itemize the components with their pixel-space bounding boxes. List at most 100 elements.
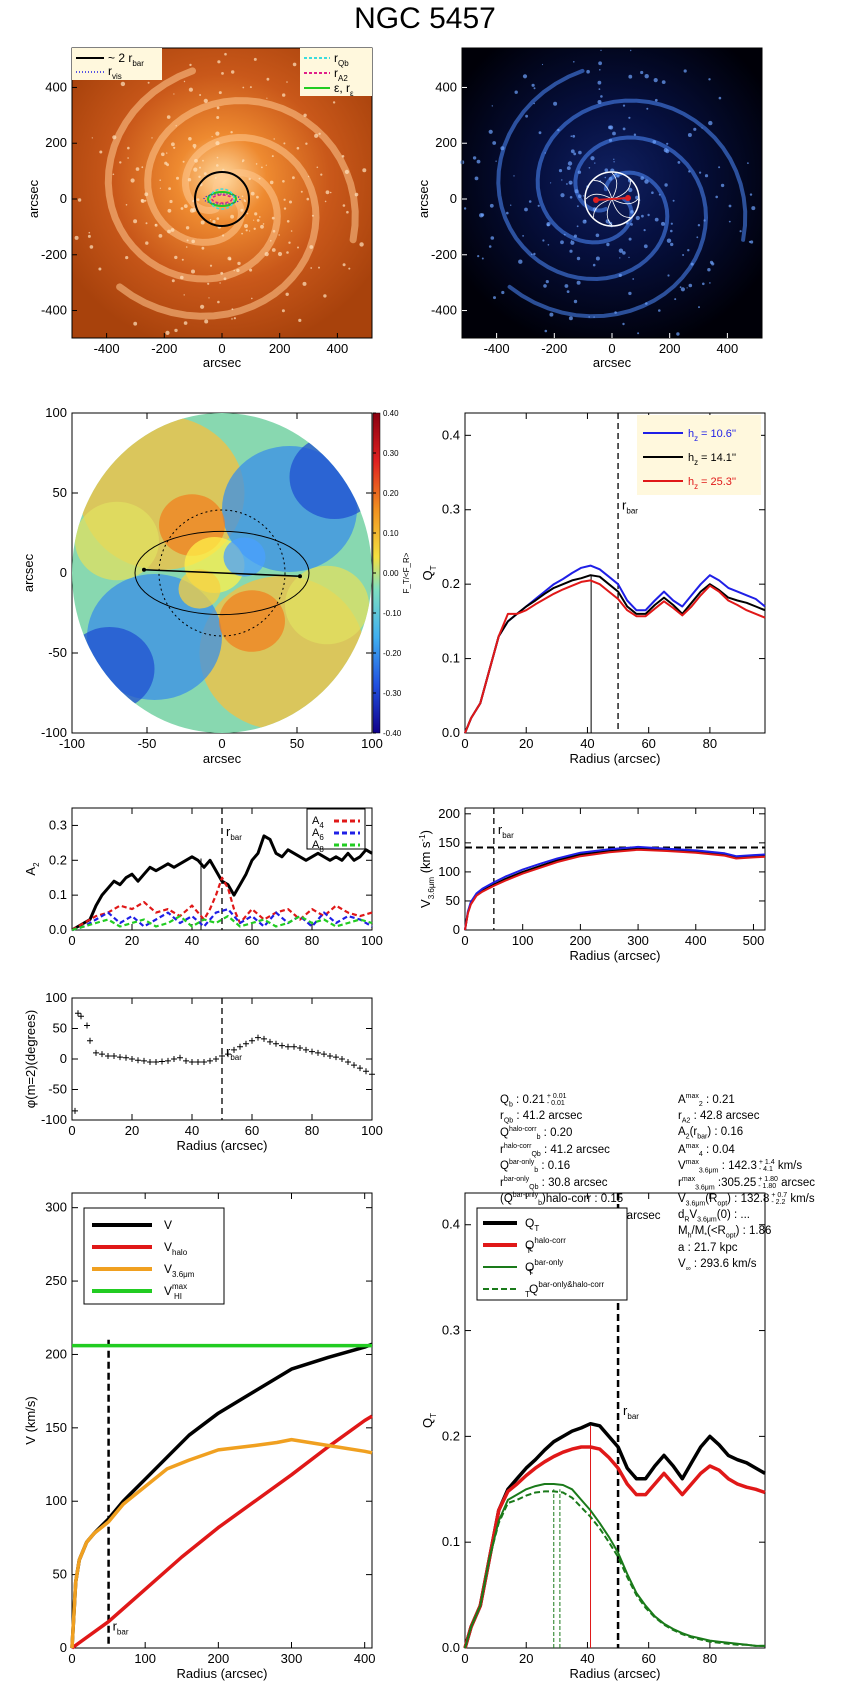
x-tick-label: 60 xyxy=(245,1123,259,1138)
star-knot xyxy=(193,167,198,172)
x-axis-label: arcsec xyxy=(593,355,632,370)
star-knot xyxy=(576,280,581,285)
star-knot xyxy=(253,57,257,61)
x-tick-label: 80 xyxy=(703,1651,717,1666)
y-axis-label: arcsec xyxy=(26,179,41,218)
contour-line xyxy=(611,198,639,205)
star-knot xyxy=(488,129,493,134)
y-axis-label-text: φ(m=2)(degrees) xyxy=(23,1010,38,1108)
rbar-label: rbar xyxy=(622,498,638,516)
star-knot xyxy=(273,138,275,140)
y-axis-label: arcsec xyxy=(21,553,36,592)
star-knot xyxy=(282,93,286,97)
x-tick-label: 20 xyxy=(519,1651,533,1666)
y-tick-label: 400 xyxy=(45,79,67,94)
star-knot xyxy=(661,80,666,84)
star-knot xyxy=(690,262,694,266)
phase-point xyxy=(333,1054,339,1061)
phase-point xyxy=(285,1043,291,1050)
y-tick-label: 100 xyxy=(438,864,460,879)
star-knot xyxy=(174,328,178,333)
phase-point xyxy=(369,1071,375,1078)
star-knot xyxy=(176,176,179,180)
star-knot xyxy=(707,268,711,272)
star-knot xyxy=(133,219,138,224)
star-knot xyxy=(258,177,261,180)
rbar-label: rbar xyxy=(623,1403,639,1421)
star-knot xyxy=(628,116,631,119)
phase-point xyxy=(207,1057,213,1064)
star-knot xyxy=(89,245,94,249)
star-knot xyxy=(570,149,575,154)
phase-point xyxy=(321,1051,327,1058)
legend-label: ε, rε xyxy=(334,81,354,98)
legend-label: rA2 xyxy=(334,66,348,83)
star-knot xyxy=(183,294,185,296)
star-knot xyxy=(244,224,248,228)
phase-point xyxy=(351,1062,357,1069)
y-axis-label: V3.6μm (km s-1) xyxy=(418,830,436,908)
x-tick-label: 20 xyxy=(125,933,139,948)
x-tick-label: 400 xyxy=(685,933,707,948)
star-knot xyxy=(207,282,210,285)
y-tick-label: 0 xyxy=(60,565,67,580)
star-knot xyxy=(674,298,677,301)
param-line: Amax2 : 0.21 xyxy=(678,1093,735,1109)
x-tick-label: 300 xyxy=(281,1651,303,1666)
x-tick-label: 500 xyxy=(743,933,765,948)
series-line xyxy=(464,847,766,931)
star-knot xyxy=(230,131,233,134)
legend-label: Qhalo-corr T xyxy=(525,1236,566,1255)
star-knot xyxy=(74,235,79,240)
star-knot xyxy=(180,275,184,280)
star-knot xyxy=(670,222,673,225)
star-knot xyxy=(586,69,590,74)
rotation-curve-panel: 0 100 200 300 400 0 50 100 150 200 250 300 Radius (a… xyxy=(23,1192,376,1681)
star-knot xyxy=(324,200,327,203)
star-knot xyxy=(155,224,157,226)
star-knot xyxy=(203,172,207,176)
phase-point xyxy=(117,1054,123,1061)
x-tick-label: 200 xyxy=(570,933,592,948)
star-knot xyxy=(359,242,364,247)
legend-label: A8 xyxy=(312,839,324,854)
star-knot xyxy=(183,80,186,83)
y-axis-label: QT xyxy=(420,565,438,580)
star-knot xyxy=(203,98,208,103)
y-tick-label: 150 xyxy=(45,1420,67,1435)
legend-label: V xyxy=(164,1218,172,1232)
bar-end xyxy=(298,574,302,579)
phase-point xyxy=(249,1037,255,1044)
star-knot xyxy=(595,233,600,238)
star-knot xyxy=(748,240,751,243)
bar-end xyxy=(142,567,146,572)
star-knot xyxy=(682,254,685,256)
x-tick-label: 100 xyxy=(361,933,383,948)
star-knot xyxy=(490,236,495,240)
phase-point xyxy=(201,1059,207,1066)
x-tick-label: 60 xyxy=(245,933,259,948)
phase-point xyxy=(273,1040,279,1047)
star-knot xyxy=(613,161,615,163)
star-knot xyxy=(260,224,264,229)
star-knot xyxy=(310,267,313,269)
phase-point xyxy=(84,1022,90,1029)
star-knot xyxy=(709,282,711,284)
star-knot xyxy=(130,178,135,183)
series-line xyxy=(464,579,766,734)
rqb-ellipse xyxy=(209,188,235,210)
y-axis-label-text: V3.6μm (km s-1) xyxy=(418,830,436,908)
y-axis-label-text: V (km/s) xyxy=(23,1396,38,1444)
legend-box xyxy=(72,48,162,80)
star-knot xyxy=(747,162,749,164)
legend-value: = 25.3'' xyxy=(701,476,736,488)
x-tick-label: 100 xyxy=(361,1123,383,1138)
star-knot xyxy=(261,166,263,169)
star-knot xyxy=(171,279,175,283)
star-knot xyxy=(697,224,701,227)
star-knot xyxy=(479,213,484,218)
x-tick-label: 400 xyxy=(717,341,739,356)
star-knot xyxy=(231,308,234,311)
star-knot xyxy=(640,70,644,75)
star-knot xyxy=(543,284,547,288)
